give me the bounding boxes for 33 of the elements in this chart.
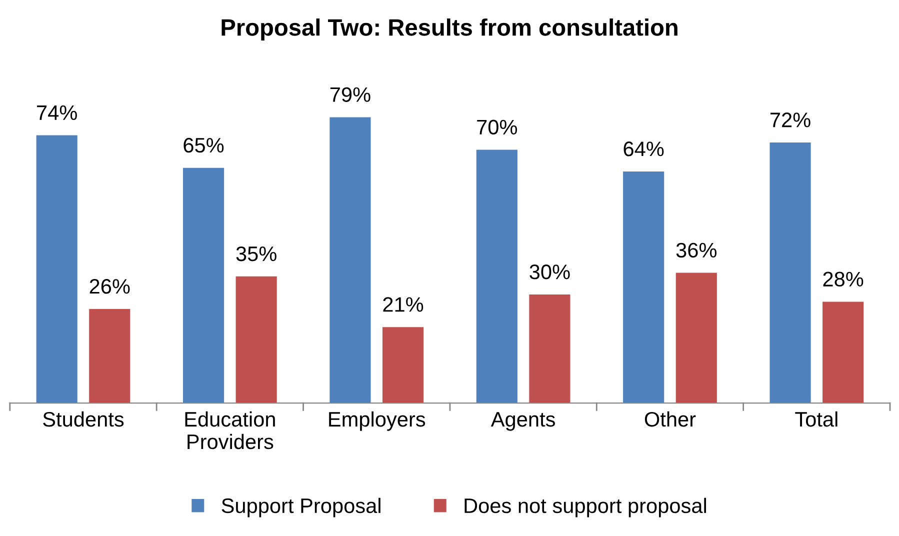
data-label: 26% xyxy=(90,279,130,294)
bar xyxy=(770,142,811,404)
x-tick-label: Other xyxy=(644,411,696,427)
x-tick-label: Students xyxy=(43,411,124,427)
bar xyxy=(529,294,570,404)
data-label: 79% xyxy=(330,87,370,102)
bar xyxy=(382,327,424,404)
bar xyxy=(676,272,717,404)
data-label: 35% xyxy=(236,246,276,262)
data-label: 30% xyxy=(530,264,570,280)
bar xyxy=(822,302,864,404)
data-label: 64% xyxy=(624,142,664,156)
chart-title: Proposal Two: Results from consultation xyxy=(222,18,678,40)
bar xyxy=(476,150,518,404)
legend-label: Support Proposal xyxy=(222,498,380,518)
bar xyxy=(89,308,130,404)
data-label: 28% xyxy=(823,272,864,287)
data-label: 36% xyxy=(676,242,716,258)
x-tick-label: Education Providers xyxy=(185,411,275,450)
data-label: 70% xyxy=(477,120,517,135)
x-tick-label: Agents xyxy=(490,412,555,431)
data-label: 65% xyxy=(184,138,224,153)
bar xyxy=(236,276,277,404)
x-tick-label: Employers xyxy=(329,411,426,431)
bar xyxy=(182,168,224,404)
data-label: 74% xyxy=(37,105,77,120)
x-tick-label: Total xyxy=(795,411,838,427)
legend-label: Does not support proposal xyxy=(464,498,706,518)
bar xyxy=(330,117,371,404)
data-label: 72% xyxy=(770,112,810,128)
data-label: 21% xyxy=(383,297,424,312)
bar xyxy=(36,135,78,404)
bar xyxy=(623,171,664,404)
